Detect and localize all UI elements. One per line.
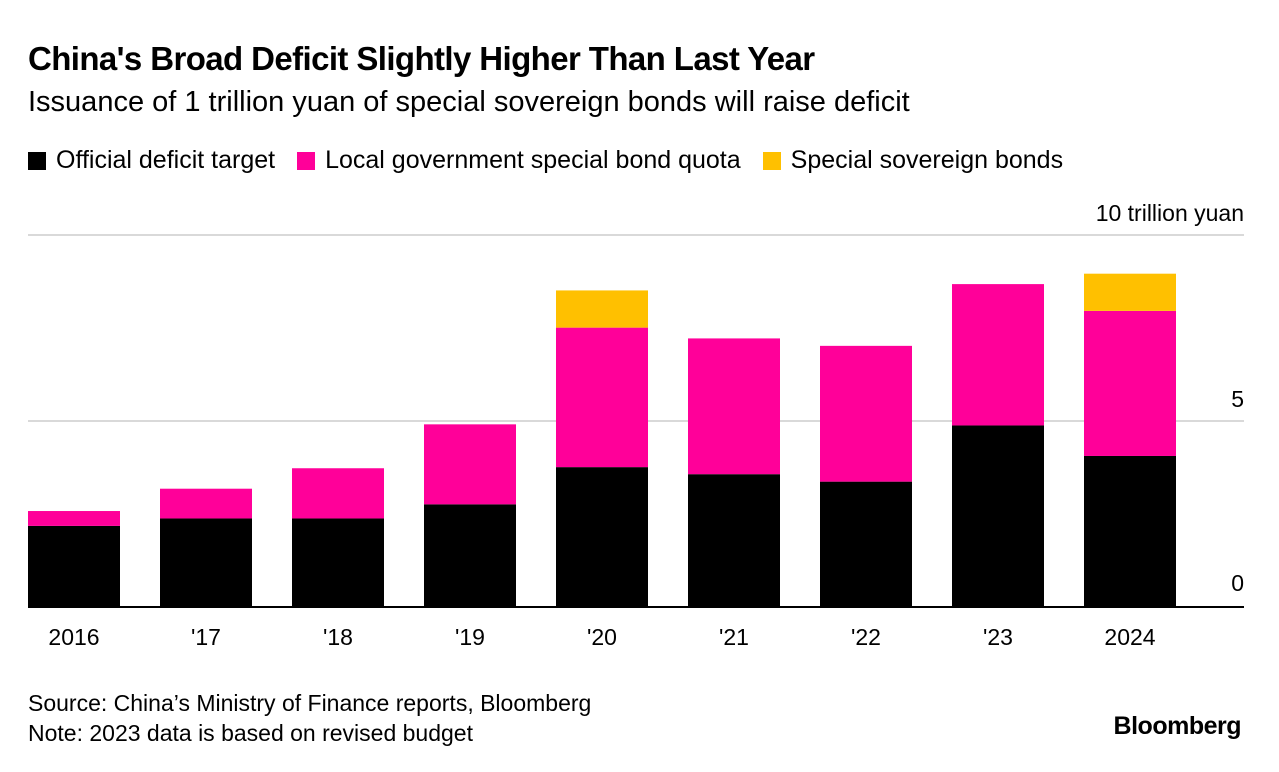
bar-segment-official-deficit-target-0 [28,525,120,607]
y-tick-label: 10 trillion yuan [1096,200,1244,226]
chart-subtitle: Issuance of 1 trillion yuan of special s… [28,86,910,118]
bar-segment-local-government-special-bond-quota-7 [952,284,1044,426]
legend-swatch-yellow [762,151,781,170]
legend-item-local-special-bond: Local government special bond quota [297,146,741,175]
bar-segment-local-government-special-bond-quota-6 [820,345,912,482]
x-tick-label: '21 [719,624,749,650]
bar-segment-official-deficit-target-6 [820,481,912,607]
legend-item-special-sovereign: Special sovereign bonds [762,146,1064,175]
x-tick-label: '17 [191,624,221,650]
legend-label: Local government special bond quota [325,146,741,174]
bar-segment-local-government-special-bond-quota-1 [160,488,252,519]
x-tick-label: 2024 [1104,624,1155,650]
x-tick-label: '22 [851,624,881,650]
bar-segment-local-government-special-bond-quota-5 [688,338,780,475]
bar-segment-local-government-special-bond-quota-3 [424,424,516,505]
bar-segment-local-government-special-bond-quota-0 [28,511,120,526]
bar-segment-special-sovereign-bonds-4 [556,290,648,328]
legend-label: Special sovereign bonds [790,146,1064,174]
x-tick-label: 2016 [48,624,99,650]
bar-segment-official-deficit-target-5 [688,474,780,607]
y-tick-label: 5 [1231,386,1244,412]
bar-segment-official-deficit-target-2 [292,518,384,607]
bar-segment-local-government-special-bond-quota-2 [292,468,384,519]
legend-item-official-deficit: Official deficit target [28,146,275,175]
x-tick-label: '19 [455,624,485,650]
bloomberg-logo: Bloomberg [1113,712,1242,740]
bar-segment-official-deficit-target-4 [556,467,648,607]
legend-swatch-black [28,151,46,170]
x-tick-label: '20 [587,624,617,650]
bar-segment-local-government-special-bond-quota-4 [556,327,648,468]
chart-title: China's Broad Deficit Slightly Higher Th… [28,40,815,77]
y-tick-label: 0 [1231,570,1244,596]
bar-segment-official-deficit-target-1 [160,518,252,607]
note-text: Note: 2023 data is based on revised budg… [28,720,473,746]
bar-segment-official-deficit-target-7 [952,425,1044,607]
legend: Official deficit target Local government… [28,146,1085,175]
bar-segment-official-deficit-target-8 [1084,455,1176,607]
x-tick-label: '23 [983,624,1013,650]
footer-notes: Source: China’s Ministry of Finance repo… [28,688,591,748]
legend-label: Official deficit target [56,146,276,174]
legend-swatch-magenta [297,151,316,170]
source-text: Source: China’s Ministry of Finance repo… [28,690,592,716]
bar-segment-special-sovereign-bonds-8 [1084,273,1176,311]
stacked-bar-chart: 0 5 10 trillion yuan 2016 '17 '18 '19 '20 '21 '22… [28,200,1244,650]
bar-segment-official-deficit-target-3 [424,504,516,607]
x-tick-label: '18 [323,624,353,650]
bar-segment-local-government-special-bond-quota-8 [1084,310,1176,456]
